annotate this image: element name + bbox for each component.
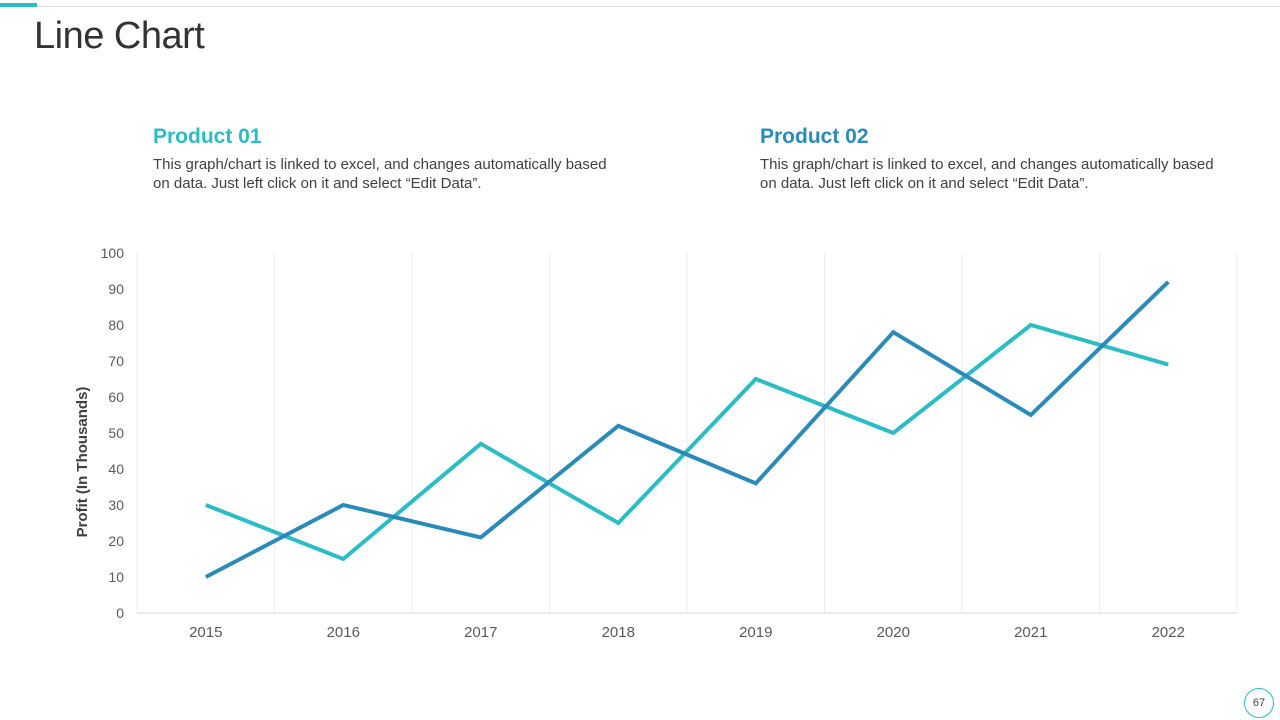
product-02-description: This graph/chart is linked to excel, and… xyxy=(760,156,1214,193)
x-tick-label: 2022 xyxy=(1152,624,1185,641)
x-tick-label: 2016 xyxy=(327,624,360,641)
product-01-description: This graph/chart is linked to excel, and… xyxy=(153,156,607,193)
chart-series xyxy=(204,280,1170,579)
line-chart: 0 10 20 30 40 50 60 70 80 90 100 2015 2016 2017 2018 20… xyxy=(74,245,1238,641)
top-divider xyxy=(37,6,1280,7)
product-01-block: Product 01 This graph/chart is linked to… xyxy=(153,124,613,193)
series-line-1 xyxy=(205,322,1169,562)
y-tick-label: 20 xyxy=(108,533,124,549)
y-tick-label: 40 xyxy=(108,461,124,477)
series-line-2 xyxy=(204,280,1170,579)
x-tick-label: 2019 xyxy=(739,624,772,641)
y-tick-label: 90 xyxy=(108,281,124,297)
x-tick-label: 2020 xyxy=(877,624,910,641)
y-tick-label: 100 xyxy=(101,245,125,261)
page-title: Line Chart xyxy=(34,15,205,57)
y-tick-label: 60 xyxy=(108,389,124,405)
x-tick-label: 2021 xyxy=(1014,624,1047,641)
y-tick-label: 50 xyxy=(108,425,124,441)
product-02-title: Product 02 xyxy=(760,125,869,148)
y-tick-label: 80 xyxy=(108,317,124,333)
page-number-badge: 67 xyxy=(1244,688,1274,718)
x-tick-label: 2018 xyxy=(602,624,635,641)
x-tick-label: 2015 xyxy=(189,624,222,641)
y-tick-label: 0 xyxy=(116,605,124,621)
y-tick-label: 70 xyxy=(108,353,124,369)
top-accent-bar xyxy=(0,3,37,7)
chart-grid xyxy=(136,253,1238,613)
chart-axes: 0 10 20 30 40 50 60 70 80 90 100 2015 2016 2017 2018 20… xyxy=(101,245,1237,641)
y-axis-title: Profit (In Thousands) xyxy=(74,387,91,538)
y-tick-label: 10 xyxy=(108,569,124,585)
product-02-block: Product 02 This graph/chart is linked to… xyxy=(760,124,1220,193)
y-tick-label: 30 xyxy=(108,497,124,513)
x-tick-label: 2017 xyxy=(464,624,497,641)
product-01-title: Product 01 xyxy=(153,125,262,148)
